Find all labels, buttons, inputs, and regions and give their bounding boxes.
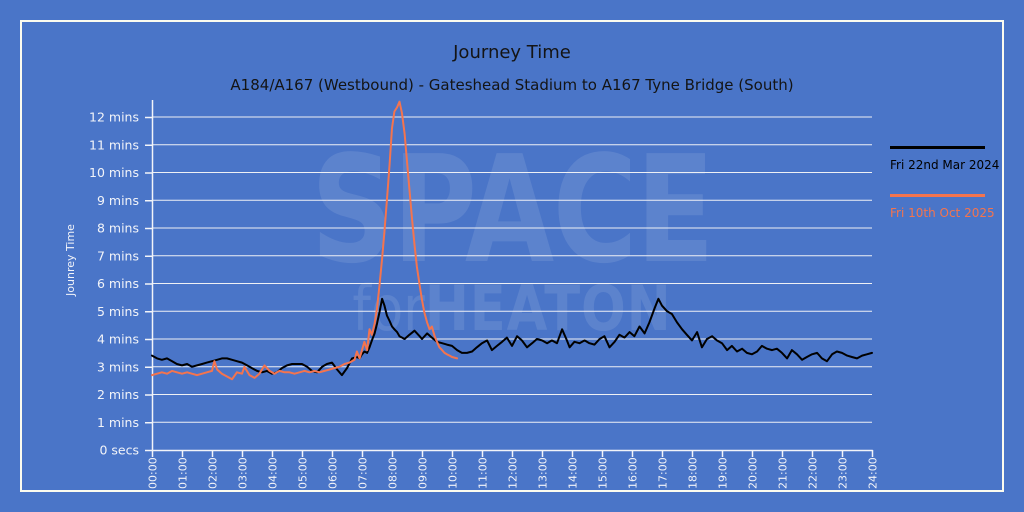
x-tick-label: 01:00 bbox=[177, 457, 190, 489]
y-tick-label: 6 mins bbox=[97, 276, 139, 291]
x-tick-label: 03:00 bbox=[237, 457, 250, 489]
x-tick-label: 23:00 bbox=[837, 457, 850, 489]
x-tick-label: 20:00 bbox=[747, 457, 760, 489]
y-tick-label: 12 mins bbox=[89, 110, 139, 125]
legend-swatch-black-line bbox=[890, 146, 985, 149]
y-tick-label: 4 mins bbox=[97, 332, 139, 347]
x-tick-label: 15:00 bbox=[597, 457, 610, 489]
page-title: Journey Time bbox=[453, 42, 571, 63]
x-tick-label: 06:00 bbox=[327, 457, 340, 489]
x-tick-label: 13:00 bbox=[537, 457, 550, 489]
watermark-heaton: HEATON bbox=[424, 272, 672, 345]
legend-label-oct-2025: Fri 10th Oct 2025 bbox=[890, 206, 995, 220]
y-tick-label: 11 mins bbox=[89, 137, 139, 152]
y-tick-label: 0 secs bbox=[99, 443, 139, 458]
x-tick-label: 10:00 bbox=[447, 457, 460, 489]
y-tick-label: 7 mins bbox=[97, 248, 139, 263]
x-tick-label: 22:00 bbox=[807, 457, 820, 489]
x-tick-label: 11:00 bbox=[477, 457, 490, 489]
x-tick-label: 18:00 bbox=[687, 457, 700, 489]
x-tick-label: 05:00 bbox=[297, 457, 310, 489]
x-tick-label: 08:00 bbox=[387, 457, 400, 489]
watermark-line1: SPACE bbox=[310, 124, 715, 296]
x-tick-label: 12:00 bbox=[507, 457, 520, 489]
watermark-line2: forHEATON bbox=[206, 278, 818, 340]
x-tick-label: 02:00 bbox=[207, 457, 220, 489]
x-tick-label: 09:00 bbox=[417, 457, 430, 489]
y-tick-label: 8 mins bbox=[97, 221, 139, 236]
y-tick-label: 10 mins bbox=[89, 165, 139, 180]
watermark-for: for bbox=[352, 272, 425, 345]
y-tick-label: 9 mins bbox=[97, 193, 139, 208]
x-tick-label: 17:00 bbox=[657, 457, 670, 489]
x-tick-label: 24:00 bbox=[867, 457, 880, 489]
x-tick-label: 16:00 bbox=[627, 457, 640, 489]
y-tick-label: 2 mins bbox=[97, 387, 139, 402]
legend-item-oct-2025: Fri 10th Oct 2025 bbox=[890, 194, 995, 220]
x-tick-label: 19:00 bbox=[717, 457, 730, 489]
x-tick-label: 04:00 bbox=[267, 457, 280, 489]
x-tick-label: 07:00 bbox=[357, 457, 370, 489]
series-line-orange bbox=[151, 100, 459, 381]
legend-label-mar-2024: Fri 22nd Mar 2024 bbox=[890, 158, 1000, 172]
watermark: SPACE forHEATON bbox=[152, 136, 872, 340]
legend-swatch-orange-line bbox=[890, 194, 985, 197]
y-tick-label: 3 mins bbox=[97, 359, 139, 374]
series-line-black bbox=[151, 297, 873, 377]
y-tick-label: 5 mins bbox=[97, 304, 139, 319]
legend: Fri 22nd Mar 2024 Fri 10th Oct 2025 bbox=[890, 146, 1000, 242]
chart-subtitle: A184/A167 (Westbound) - Gateshead Stadiu… bbox=[230, 76, 794, 94]
legend-item-mar-2024: Fri 22nd Mar 2024 bbox=[890, 146, 1000, 172]
x-tick-label: 21:00 bbox=[777, 457, 790, 489]
x-tick-label: 00:00 bbox=[147, 457, 160, 489]
x-tick-label: 14:00 bbox=[567, 457, 580, 489]
y-axis-title: Jounrey Time bbox=[64, 224, 77, 296]
y-tick-label: 1 mins bbox=[97, 415, 139, 430]
